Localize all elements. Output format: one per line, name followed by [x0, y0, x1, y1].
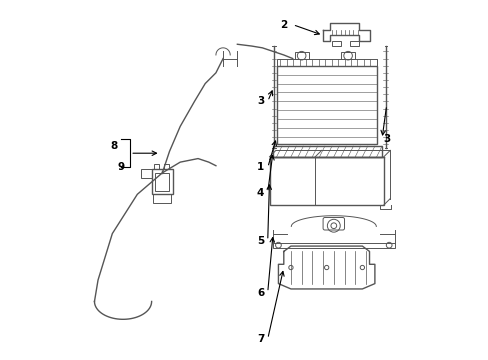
Text: 4: 4	[256, 188, 264, 198]
Text: 1: 1	[256, 162, 264, 172]
Bar	[155, 173, 169, 191]
Text: 7: 7	[256, 334, 264, 344]
Bar	[276, 59, 376, 66]
Bar	[331, 41, 340, 46]
Bar	[349, 41, 358, 46]
Bar	[272, 243, 394, 248]
Bar	[154, 164, 159, 169]
Bar	[269, 157, 383, 205]
Text: 3: 3	[383, 134, 390, 144]
Bar	[164, 164, 169, 169]
Text: 6: 6	[256, 288, 264, 297]
Text: 2: 2	[280, 19, 287, 30]
Bar	[272, 146, 381, 157]
Bar	[153, 194, 171, 203]
Text: 8: 8	[110, 141, 118, 151]
Text: 9: 9	[118, 162, 124, 172]
Bar	[340, 52, 354, 59]
Text: 3: 3	[256, 96, 264, 107]
Bar	[276, 66, 376, 144]
Bar	[141, 169, 151, 178]
Bar	[151, 169, 173, 194]
Bar	[294, 52, 308, 59]
Text: 5: 5	[256, 236, 264, 246]
